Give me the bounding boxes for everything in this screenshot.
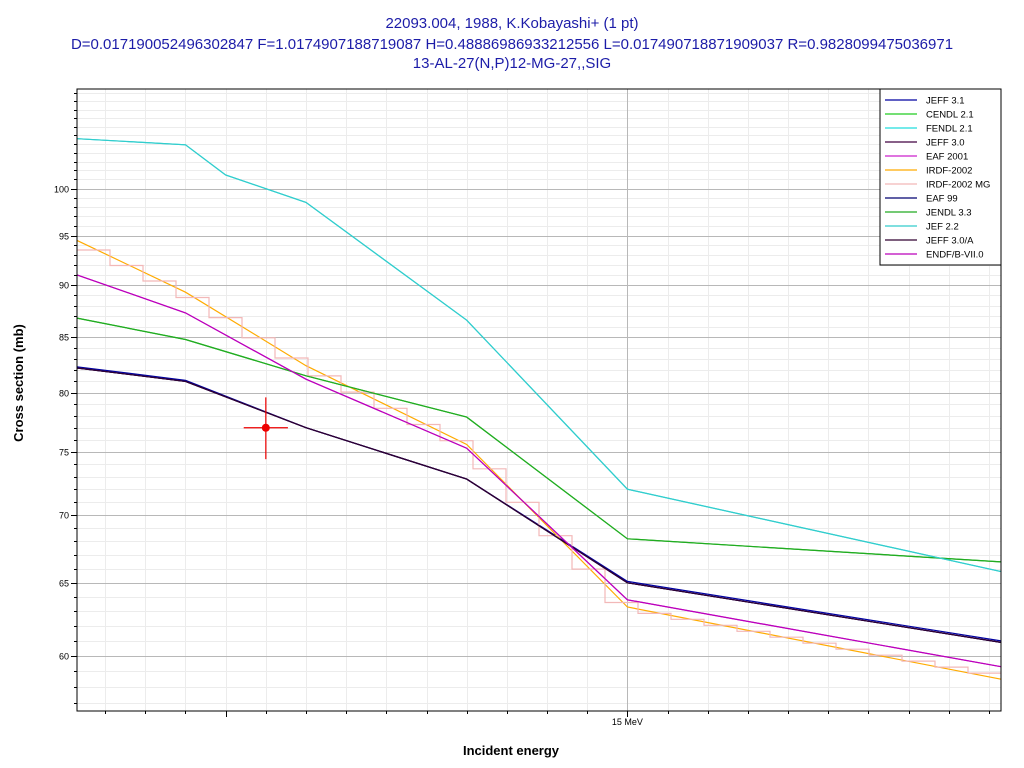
y-tick-label: 95: [59, 232, 69, 242]
series-line-irdf-2002-mg: [77, 249, 1001, 674]
legend-label-endf-b-vii-0: ENDF/B-VII.0: [926, 250, 984, 261]
chart-subtitle-parameters: D=0.017190052496302847 F=1.0174907188719…: [71, 36, 953, 53]
series-line-endf-b-vii-0: [76, 274, 1002, 668]
experimental-data: [243, 397, 288, 460]
y-tick-label: 80: [59, 389, 69, 399]
series-line-jeff-3-0-a: [76, 367, 1002, 643]
plot-area: [77, 89, 1001, 711]
chart-title: 22093.004, 1988, K.Kobayashi+ (1 pt): [385, 15, 638, 32]
legend-label-eaf-99: EAF 99: [926, 194, 958, 205]
chart-subtitle-reaction: 13-AL-27(N,P)12-MG-27,,SIG: [413, 55, 611, 72]
x-axis-title: Incident energy: [463, 743, 560, 758]
legend-label-eaf-2001: EAF 2001: [926, 152, 968, 163]
legend-label-jendl-3-3: JENDL 3.3: [926, 208, 972, 219]
legend-label-jeff-3-0: JEFF 3.0: [926, 138, 965, 149]
legend: JEFF 3.1 CENDL 2.1 FENDL 2.1 JEFF 3.0 EAF 20…: [879, 88, 1002, 266]
y-tick-label: 60: [59, 652, 69, 662]
y-tick-label: 65: [59, 579, 69, 589]
x-axis-ticks: 15 MeV: [105, 711, 990, 727]
y-axis-title: Cross section (mb): [11, 324, 26, 442]
legend-label-jef-2-2: JEF 2.2: [926, 222, 959, 233]
plot-frame: [76, 88, 1002, 712]
y-tick-label: 85: [59, 333, 69, 343]
legend-label-jeff-3-1: JEFF 3.1: [926, 96, 965, 107]
legend-label-jeff-3-0-a: JEFF 3.0/A: [926, 236, 974, 247]
y-tick-label: 90: [59, 281, 69, 291]
series-lines: [76, 138, 1002, 680]
legend-label-irdf-2002: IRDF-2002: [926, 166, 972, 177]
y-axis-ticks: 60 65 70 75 80 85 90 95 100: [54, 93, 77, 704]
legend-box: [879, 88, 1002, 266]
legend-label-fendl-2-1: FENDL 2.1: [926, 124, 973, 135]
legend-label-cendl-2-1: CENDL 2.1: [926, 110, 974, 121]
y-tick-label: 100: [54, 185, 69, 195]
x-tick-label: 15 MeV: [612, 717, 643, 727]
series-line-jendl-3-3: [76, 317, 1002, 563]
data-point-marker: [261, 423, 270, 432]
minor-grid: [77, 89, 1001, 711]
series-line-jef-2-2: [76, 138, 1002, 573]
y-tick-label: 70: [59, 511, 69, 521]
y-tick-label: 75: [59, 448, 69, 458]
legend-label-irdf-2002-mg: IRDF-2002 MG: [926, 180, 990, 191]
